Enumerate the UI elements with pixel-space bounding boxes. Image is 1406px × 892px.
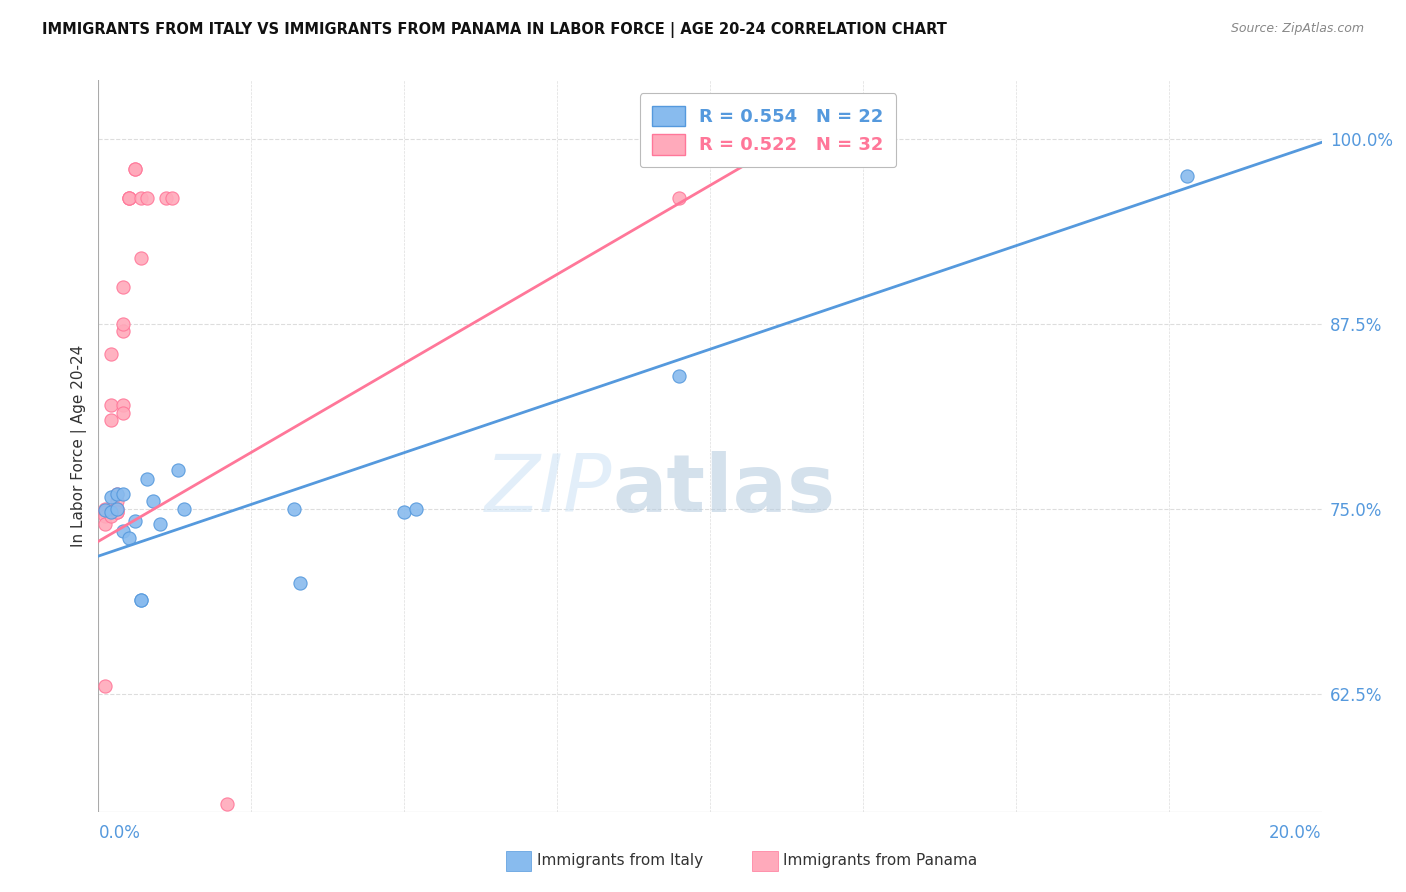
Point [105,494,128,508]
Point [105,501,128,516]
Point [100,398,122,412]
Point [129,192,152,206]
Point [93,501,115,516]
Point [105,487,128,501]
Point [124,514,146,528]
Point [124,161,146,176]
Point [93,509,115,524]
Point [124,161,146,176]
Point [1175,169,1198,184]
Point [100,505,122,519]
Point [111,406,134,420]
Point [283,501,305,516]
Point [111,325,134,339]
Point [111,487,134,501]
Point [100,505,122,519]
Point [290,575,312,590]
Point [105,505,128,519]
Text: ZIP: ZIP [485,450,612,529]
Text: 20.0%: 20.0% [1270,823,1322,841]
Point [167,463,190,477]
Point [668,368,690,383]
Point [100,413,122,427]
Text: IMMIGRANTS FROM ITALY VS IMMIGRANTS FROM PANAMA IN LABOR FORCE | AGE 20-24 CORRE: IMMIGRANTS FROM ITALY VS IMMIGRANTS FROM… [42,22,948,38]
Point [392,505,416,519]
Point [93,516,115,531]
Y-axis label: In Labor Force | Age 20-24: In Labor Force | Age 20-24 [72,345,87,547]
Text: atlas: atlas [612,450,835,529]
Point [129,251,152,265]
Point [93,505,115,519]
Legend: R = 0.554   N = 22, R = 0.522   N = 32: R = 0.554 N = 22, R = 0.522 N = 32 [640,93,896,167]
Point [105,501,128,516]
Point [111,280,134,294]
Point [173,501,195,516]
Point [129,593,152,607]
Text: Immigrants from Italy: Immigrants from Italy [537,854,703,868]
Point [149,516,172,531]
Point [111,524,134,538]
Point [129,593,152,607]
Point [118,192,141,206]
Point [100,509,122,524]
Point [93,503,115,517]
Point [111,317,134,331]
Point [100,346,122,360]
Point [160,192,183,206]
Point [100,490,122,504]
Point [111,398,134,412]
Point [142,494,165,508]
Point [93,679,115,693]
Point [118,192,141,206]
Point [668,192,690,206]
Point [405,501,427,516]
Point [136,192,159,206]
Point [215,797,238,812]
Text: Source: ZipAtlas.com: Source: ZipAtlas.com [1230,22,1364,36]
Point [118,532,141,546]
Text: 0.0%: 0.0% [98,823,141,841]
Point [136,472,159,486]
Point [105,505,128,519]
Text: Immigrants from Panama: Immigrants from Panama [783,854,977,868]
Point [105,487,128,501]
Point [118,192,141,206]
Point [155,192,177,206]
